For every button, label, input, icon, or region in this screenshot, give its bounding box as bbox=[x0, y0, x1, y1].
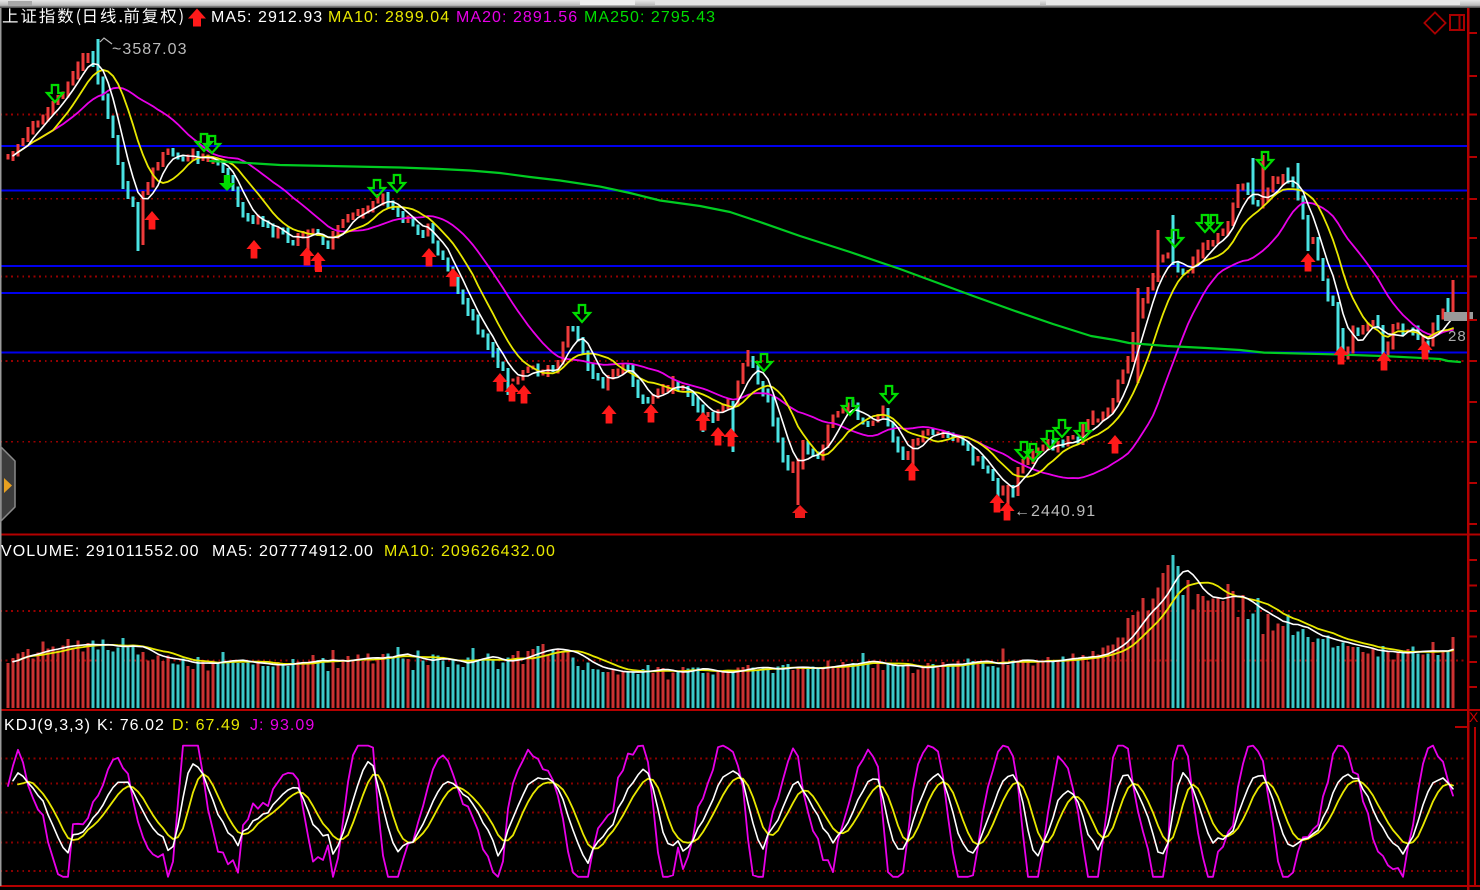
svg-text:MA10: 2899.04: MA10: 2899.04 bbox=[328, 9, 450, 26]
svg-text:~3587.03: ~3587.03 bbox=[112, 41, 188, 58]
svg-text:KDJ(9,3,3): KDJ(9,3,3) bbox=[4, 717, 91, 734]
svg-text:X: X bbox=[1469, 709, 1479, 725]
svg-text:MA5: 207774912.00: MA5: 207774912.00 bbox=[212, 543, 374, 560]
svg-text:←2440.91: ←2440.91 bbox=[1014, 503, 1096, 520]
svg-text:D: 67.49: D: 67.49 bbox=[172, 717, 241, 734]
svg-text:K: 76.02: K: 76.02 bbox=[97, 717, 165, 734]
svg-text:MA10: 209626432.00: MA10: 209626432.00 bbox=[384, 543, 556, 560]
svg-text:28: 28 bbox=[1448, 328, 1467, 345]
svg-text:MA20: 2891.56: MA20: 2891.56 bbox=[456, 9, 578, 26]
svg-text:MA5: 2912.93: MA5: 2912.93 bbox=[211, 9, 323, 26]
svg-text:MA250: 2795.43: MA250: 2795.43 bbox=[584, 9, 716, 26]
svg-text:VOLUME: 291011552.00: VOLUME: 291011552.00 bbox=[1, 543, 200, 560]
svg-text:J: 93.09: J: 93.09 bbox=[250, 717, 315, 734]
